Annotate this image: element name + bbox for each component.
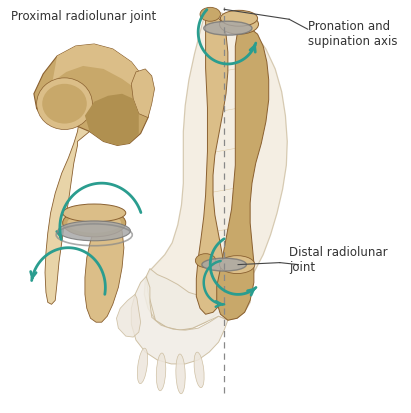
Ellipse shape (219, 15, 259, 35)
Text: Pronation and
supination axis: Pronation and supination axis (308, 20, 397, 48)
Polygon shape (34, 45, 150, 146)
Ellipse shape (202, 259, 247, 271)
Ellipse shape (194, 352, 204, 388)
Ellipse shape (204, 22, 252, 36)
Polygon shape (132, 277, 228, 364)
Ellipse shape (156, 353, 166, 391)
Ellipse shape (219, 256, 255, 274)
Polygon shape (217, 27, 269, 320)
Polygon shape (146, 269, 250, 330)
Polygon shape (45, 104, 90, 305)
Ellipse shape (62, 209, 126, 237)
Polygon shape (85, 95, 139, 146)
Ellipse shape (37, 78, 92, 130)
Ellipse shape (42, 85, 87, 124)
Polygon shape (144, 11, 287, 330)
Ellipse shape (195, 254, 216, 268)
Text: Distal radiolunar
joint: Distal radiolunar joint (289, 245, 388, 273)
Polygon shape (53, 45, 145, 90)
Ellipse shape (137, 348, 148, 384)
Ellipse shape (67, 214, 121, 233)
Ellipse shape (58, 221, 130, 241)
Ellipse shape (220, 11, 258, 27)
Polygon shape (116, 295, 141, 337)
Text: Proximal radiolunar joint: Proximal radiolunar joint (11, 10, 156, 23)
Ellipse shape (200, 8, 220, 22)
Ellipse shape (62, 204, 126, 222)
Polygon shape (196, 15, 228, 315)
Polygon shape (85, 225, 124, 323)
Polygon shape (132, 70, 155, 118)
Ellipse shape (176, 354, 185, 394)
